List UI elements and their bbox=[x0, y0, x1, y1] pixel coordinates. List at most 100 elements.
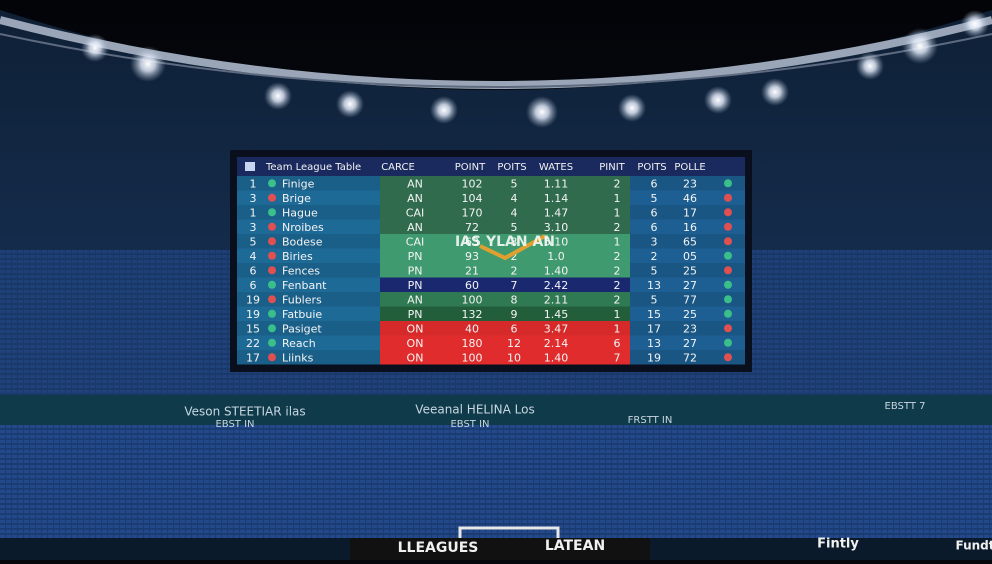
team-dot bbox=[268, 222, 276, 231]
row-middle bbox=[380, 321, 630, 336]
table-cell: 6 bbox=[651, 206, 658, 219]
team-dot bbox=[268, 353, 276, 362]
row-middle bbox=[380, 277, 630, 292]
banners: Veson STEETIAR ilas Veeanal HELINA Los EBS… bbox=[184, 401, 992, 560]
table-cell: 1 bbox=[614, 235, 621, 248]
team-dot bbox=[268, 266, 276, 275]
table-cell: 5 bbox=[651, 264, 658, 277]
table-cell: 180 bbox=[462, 337, 483, 350]
header-cell: PINIT bbox=[599, 162, 625, 173]
row-right bbox=[630, 263, 745, 278]
table-cell: PN bbox=[408, 308, 423, 321]
team-dot bbox=[268, 179, 276, 188]
table-cell: 15 bbox=[647, 308, 661, 321]
row-icon bbox=[724, 295, 732, 304]
table-cell: 5.10 bbox=[544, 235, 569, 248]
table-cell: 4 bbox=[250, 250, 257, 263]
team-dot bbox=[268, 324, 276, 333]
row-right bbox=[630, 176, 745, 191]
table-cell: Pasiget bbox=[282, 322, 322, 335]
table-cell: 1.45 bbox=[544, 308, 569, 321]
table-cell: 1 bbox=[614, 192, 621, 205]
table-cell: 5 bbox=[651, 293, 658, 306]
table-cell: PN bbox=[408, 279, 423, 292]
table-cell: 6 bbox=[614, 337, 621, 350]
banner-ring bbox=[0, 395, 992, 425]
table-cell: 17 bbox=[647, 322, 661, 335]
table-cell: 6 bbox=[250, 279, 257, 292]
header-cell: WATES bbox=[539, 162, 573, 173]
row-middle bbox=[380, 219, 630, 234]
table-cell: 40 bbox=[465, 322, 479, 335]
table-cell: 3 bbox=[651, 235, 658, 248]
table-cell: 2 bbox=[614, 279, 621, 292]
table-cell: 5 bbox=[511, 177, 518, 190]
row-icon bbox=[724, 324, 732, 333]
overlay-text: IAS YLAN AN bbox=[455, 234, 555, 250]
table-cell: Fublers bbox=[282, 293, 322, 306]
table-cell: 17 bbox=[683, 206, 697, 219]
table-cell: Liinks bbox=[282, 351, 314, 364]
table-cell: AN bbox=[407, 177, 423, 190]
row-icon bbox=[724, 193, 732, 202]
header-icon bbox=[245, 162, 255, 171]
row-right bbox=[630, 306, 745, 321]
table-cell: 2.14 bbox=[544, 337, 569, 350]
banner-text: EBSTT 7 bbox=[885, 401, 926, 412]
overlay-check bbox=[479, 234, 546, 261]
row-icon bbox=[724, 208, 732, 217]
table-cell: 25 bbox=[683, 308, 697, 321]
table-cell: 1.14 bbox=[544, 192, 569, 205]
row-right bbox=[630, 277, 745, 292]
table-cell: 102 bbox=[462, 177, 483, 190]
team-dot bbox=[268, 338, 276, 347]
banner-text: Veeanal HELINA Los bbox=[415, 403, 534, 417]
row-icon bbox=[724, 251, 732, 260]
table-cell: Fences bbox=[282, 264, 320, 277]
table-cell: 15 bbox=[246, 322, 260, 335]
team-dot bbox=[268, 280, 276, 289]
table-cell: AN bbox=[407, 192, 423, 205]
pitchside-text: LLEAGUES bbox=[398, 540, 479, 556]
table-cell: 17 bbox=[246, 351, 260, 364]
row-right bbox=[630, 292, 745, 307]
table-cell: Reach bbox=[282, 337, 316, 350]
team-dot bbox=[268, 208, 276, 217]
row-middle bbox=[380, 263, 630, 278]
table-cell: 19 bbox=[647, 351, 661, 364]
table-cell: 6 bbox=[511, 322, 518, 335]
lower-seats bbox=[0, 425, 992, 540]
table-cell: AN bbox=[407, 293, 423, 306]
table-cell: 5 bbox=[511, 221, 518, 234]
row-middle bbox=[380, 306, 630, 321]
row-right bbox=[630, 219, 745, 234]
table-cell: 60 bbox=[465, 279, 479, 292]
table-cell: 2.42 bbox=[544, 279, 569, 292]
team-dot bbox=[268, 309, 276, 318]
table-cell: 1 bbox=[614, 322, 621, 335]
header-cell: POITS bbox=[637, 162, 666, 173]
table-cell: 2 bbox=[614, 250, 621, 263]
row-icon bbox=[724, 309, 732, 318]
table-cell: 5 bbox=[651, 192, 658, 205]
row-right bbox=[630, 350, 745, 365]
table-cell: 63 bbox=[465, 235, 479, 248]
table-cell: PN bbox=[408, 264, 423, 277]
table-cell: 2 bbox=[614, 177, 621, 190]
table-cell: 2 bbox=[614, 293, 621, 306]
row-middle bbox=[380, 234, 630, 249]
table-cell: Finige bbox=[282, 177, 315, 190]
floodlights bbox=[81, 10, 989, 128]
banner-text: EBST IN bbox=[215, 419, 254, 430]
row-right bbox=[630, 234, 745, 249]
table-cell: 6 bbox=[651, 177, 658, 190]
table-cell: 1.40 bbox=[544, 351, 569, 364]
banner-text: FRSTT IN bbox=[628, 415, 673, 426]
table-cell: 132 bbox=[462, 308, 483, 321]
table-cell: 3.10 bbox=[544, 221, 569, 234]
table-cell: 12 bbox=[507, 337, 521, 350]
table-cell: 13 bbox=[647, 337, 661, 350]
pitchside-text: Fintly bbox=[817, 537, 859, 552]
row-right bbox=[630, 335, 745, 350]
